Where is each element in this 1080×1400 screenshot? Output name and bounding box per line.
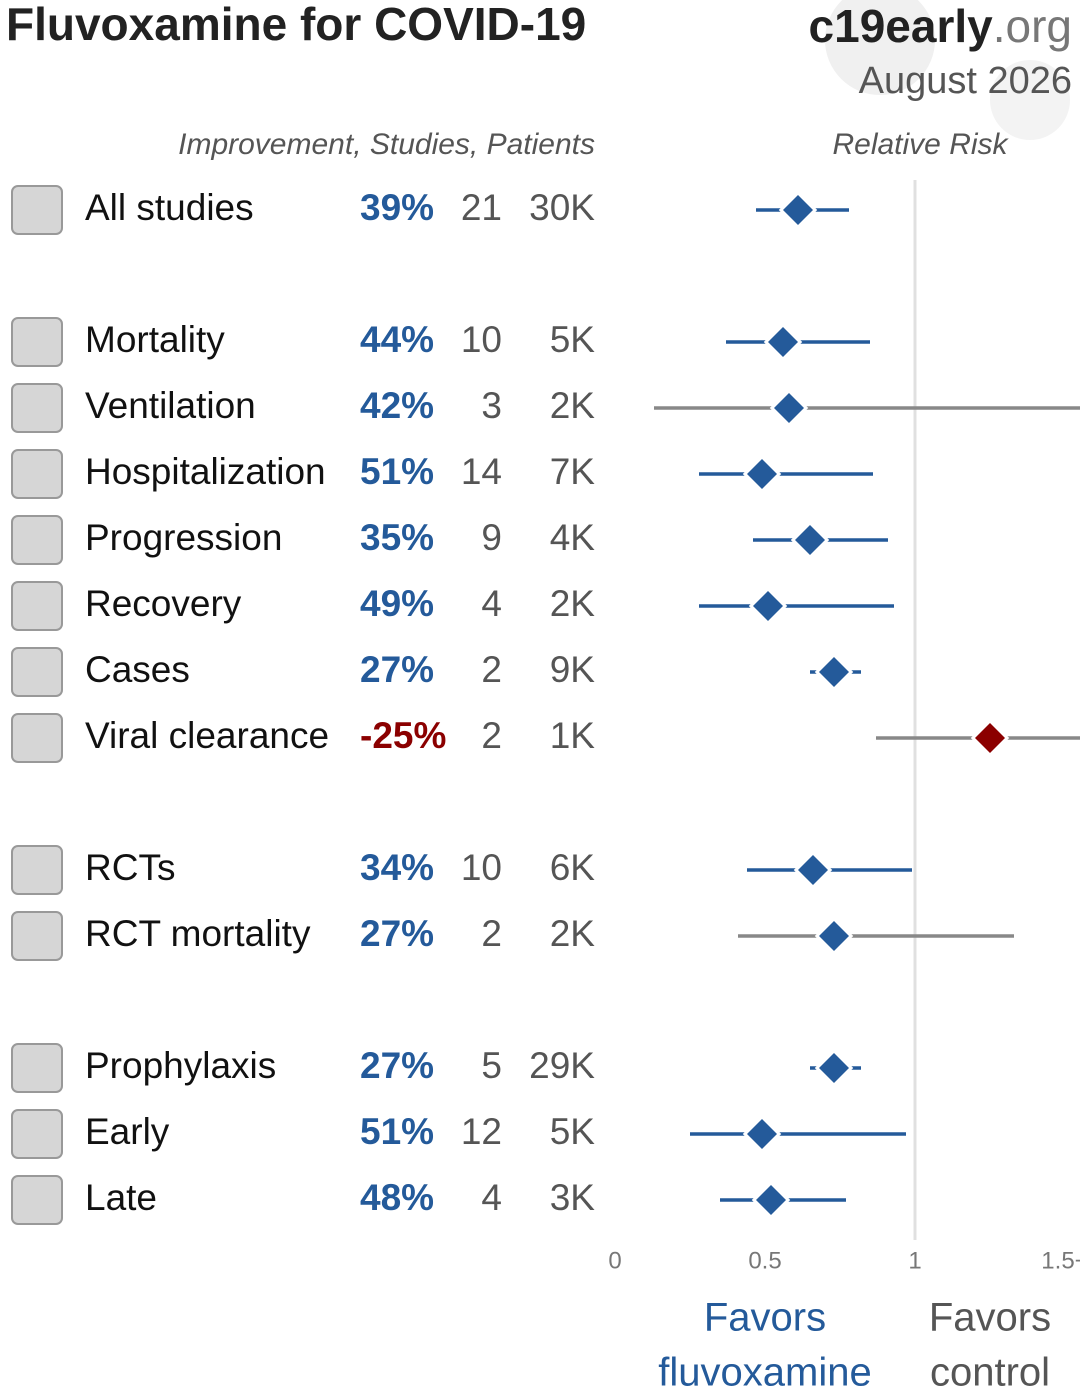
row-icon [11,515,63,565]
improvement: 49% [360,583,434,624]
row-name: RCTs [85,847,175,888]
patients: 1K [550,715,596,756]
row-icon [11,911,63,961]
improvement: 51% [360,451,434,492]
virus-decoration [990,60,1070,140]
row-icon [11,581,63,631]
studies: 10 [461,319,502,360]
x-tick-label: 1 [908,1247,921,1274]
estimate-diamond [751,1180,791,1220]
patients: 30K [529,187,595,228]
studies: 5 [481,1045,502,1086]
improvement: 34% [360,847,434,888]
favors-right: control [930,1351,1050,1395]
patients: 4K [550,517,596,558]
row-icon [11,383,63,433]
patients: 3K [550,1177,596,1218]
patients: 5K [550,1111,596,1152]
studies: 4 [481,1177,502,1218]
favors-left: Favors [704,1296,826,1340]
patients: 2K [550,385,596,426]
estimate-diamond [778,190,818,230]
row-icon [11,647,63,697]
row-name: Late [85,1177,157,1218]
virus-decoration [825,0,935,95]
row-name: Prophylaxis [85,1045,276,1086]
studies: 2 [481,715,502,756]
improvement: 48% [360,1177,434,1218]
improvement: 39% [360,187,434,228]
improvement: 42% [360,385,434,426]
patients: 29K [529,1045,595,1086]
estimate-diamond [814,652,854,692]
studies: 4 [481,583,502,624]
patients: 2K [550,583,596,624]
estimate-diamond [790,520,830,560]
row-icon [11,1043,63,1093]
patients: 5K [550,319,596,360]
x-tick-label: 0.5 [748,1247,781,1274]
improvement: 35% [360,517,434,558]
row-name: RCT mortality [85,913,311,954]
row-icon [11,845,63,895]
studies: 2 [481,649,502,690]
x-tick-label: 1.5+ [1041,1247,1080,1274]
studies: 9 [481,517,502,558]
estimate-diamond [763,322,803,362]
row-name: Mortality [85,319,225,360]
estimate-diamond [769,388,809,428]
improvement: 27% [360,913,434,954]
row-name: Recovery [85,583,242,624]
row-name: All studies [85,187,254,228]
row-icon [11,1175,63,1225]
patients: 2K [550,913,596,954]
studies: 21 [461,187,502,228]
x-tick-label: 0 [608,1247,621,1274]
row-name: Early [85,1111,170,1152]
favors-right: Favors [929,1296,1051,1340]
site: c19early.org [809,0,1072,52]
estimate-diamond [793,850,833,890]
row-name: Ventilation [85,385,256,426]
row-icon [11,1109,63,1159]
site-suffix: .org [993,0,1072,52]
improvement: 27% [360,1045,434,1086]
row-icon [11,185,63,235]
row-name: Cases [85,649,190,690]
studies: 3 [481,385,502,426]
axis-label: Relative Risk [832,128,1009,161]
row-icon [11,713,63,763]
row-name: Progression [85,517,282,558]
estimate-diamond [970,718,1010,758]
favors-left: fluvoxamine [658,1351,871,1395]
estimate-diamond [748,586,788,626]
estimate-diamond [742,1114,782,1154]
improvement: 51% [360,1111,434,1152]
improvement: 44% [360,319,434,360]
estimate-diamond [814,1048,854,1088]
row-icon [11,449,63,499]
studies: 2 [481,913,502,954]
estimate-diamond [742,454,782,494]
studies: 10 [461,847,502,888]
improvement: -25% [360,715,446,756]
studies: 14 [461,451,502,492]
patients: 9K [550,649,596,690]
site-name: c19early [809,0,994,52]
patients: 6K [550,847,596,888]
studies: 12 [461,1111,502,1152]
row-name: Hospitalization [85,451,326,492]
title: Fluvoxamine for COVID-19 [6,0,586,50]
column-header: Improvement, Studies, Patients [178,128,595,161]
row-icon [11,317,63,367]
estimate-diamond [814,916,854,956]
improvement: 27% [360,649,434,690]
row-name: Viral clearance [85,715,329,756]
date: August 2026 [859,60,1072,102]
patients: 7K [550,451,596,492]
